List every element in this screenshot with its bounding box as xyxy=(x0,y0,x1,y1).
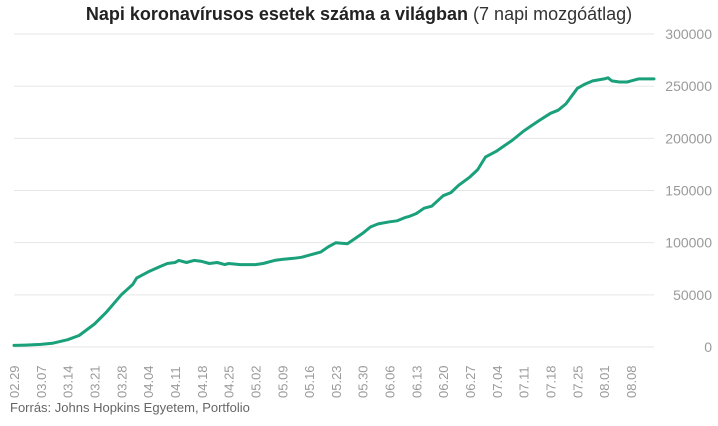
y-tick-label: 100000 xyxy=(665,235,712,251)
x-tick-label: 05.23 xyxy=(329,365,344,398)
chart-title-main: Napi koronavírusos esetek száma a világb… xyxy=(85,4,469,24)
x-tick-label: 06.27 xyxy=(463,365,478,398)
x-tick-label: 05.16 xyxy=(302,365,317,398)
grid-lines xyxy=(14,33,654,348)
x-tick-label: 07.11 xyxy=(517,366,532,398)
x-tick-label: 08.08 xyxy=(624,365,639,398)
x-tick-label: 03.28 xyxy=(114,365,129,398)
y-tick-label: 0 xyxy=(704,339,712,355)
y-tick-label: 300000 xyxy=(665,26,712,42)
x-tick-label: 07.04 xyxy=(490,365,505,398)
x-tick-label: 04.04 xyxy=(141,365,156,398)
x-tick-label: 03.07 xyxy=(34,365,49,398)
y-tick-label: 250000 xyxy=(665,78,712,94)
x-tick-label: 05.30 xyxy=(356,365,371,398)
x-tick-label: 05.02 xyxy=(248,365,263,398)
x-tick-label: 07.25 xyxy=(570,365,585,398)
x-tick-label: 03.21 xyxy=(87,365,102,398)
source-note: Forrás: Johns Hopkins Egyetem, Portfolio xyxy=(10,400,250,415)
x-tick-label: 08.01 xyxy=(597,365,612,398)
x-tick-label: 05.09 xyxy=(275,365,290,398)
y-tick-label: 200000 xyxy=(665,130,712,146)
x-tick-label: 04.18 xyxy=(195,365,210,398)
y-axis-ticks: 0 50000 100000 150000 200000 250000 300000 xyxy=(665,26,712,355)
x-tick-label: 06.06 xyxy=(383,365,398,398)
chart-title: Napi koronavírusos esetek száma a világb… xyxy=(0,4,718,25)
x-tick-label: 03.14 xyxy=(61,365,76,398)
x-tick-label: 06.20 xyxy=(436,365,451,398)
chart-title-suffix: (7 napi mozgóátlag) xyxy=(473,4,633,24)
y-tick-label: 150000 xyxy=(665,183,712,199)
x-tick-label: 02.29 xyxy=(7,365,22,398)
x-axis-ticks: 02.29 03.07 03.14 03.21 03.28 04.04 04.11 04.18… xyxy=(7,365,639,398)
y-tick-label: 50000 xyxy=(673,287,712,303)
x-tick-label: 07.18 xyxy=(544,365,559,398)
x-tick-label: 06.13 xyxy=(409,365,424,398)
series-line xyxy=(12,76,656,347)
x-tick-label: 04.25 xyxy=(222,365,237,398)
x-tick-label: 04.11 xyxy=(168,366,183,398)
